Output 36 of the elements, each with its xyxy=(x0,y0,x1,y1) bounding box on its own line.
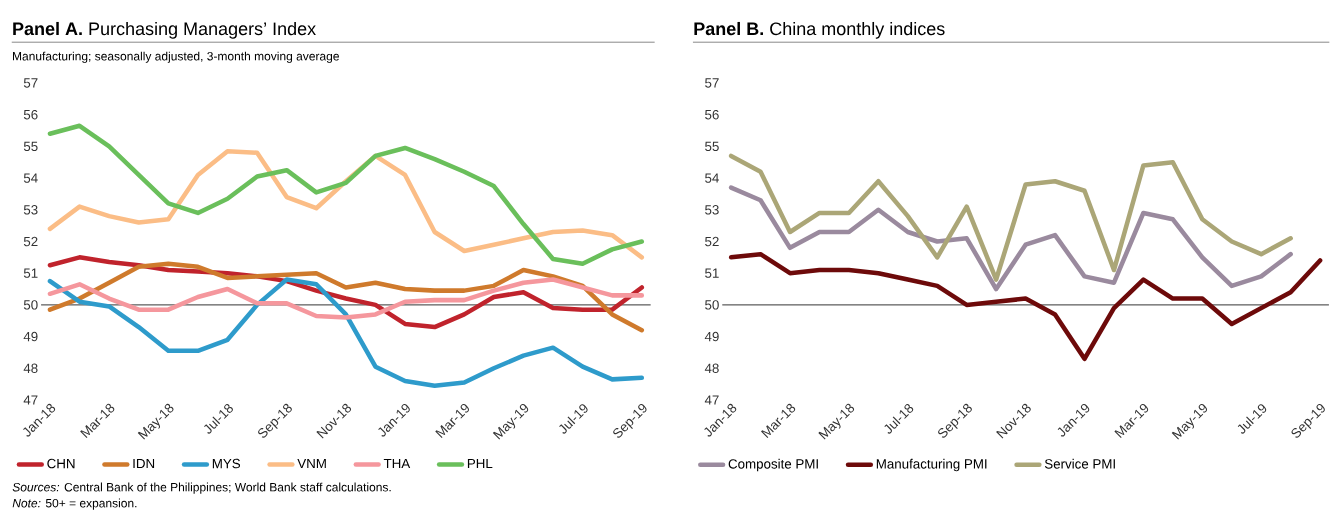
y-tick-label: 50 xyxy=(705,300,719,310)
legend-label: IDN xyxy=(133,458,155,469)
legend-label: VNM xyxy=(297,458,326,469)
y-tick-label: 56 xyxy=(23,109,38,120)
y-tick-label: 51 xyxy=(23,268,38,278)
y-tick-label: 53 xyxy=(23,205,38,215)
text: Sources: Central Bank of the Philippines; World Bank staff calculations. xyxy=(12,482,391,494)
y-tick-label: 47 xyxy=(704,395,719,405)
chart-title: Panel A. Purchasing Managers’ Index xyxy=(13,21,316,39)
y-tick-label: 56 xyxy=(705,109,719,120)
legend-label: Manufacturing PMI xyxy=(876,458,987,472)
y-tick-label: 47 xyxy=(23,395,38,405)
y-tick-label: 48 xyxy=(23,363,38,373)
legend-label: Service PMI xyxy=(1044,458,1115,469)
y-tick-label: 55 xyxy=(23,141,38,152)
legend-label: CHN xyxy=(47,458,75,469)
y-tick-label: 57 xyxy=(23,78,38,88)
y-tick-label: 48 xyxy=(704,363,719,373)
text: Note: 50+ = expansion. xyxy=(12,498,137,510)
y-tick-label: 49 xyxy=(23,331,38,342)
chart-title: Panel B. China monthly indices xyxy=(694,21,945,39)
legend-label: THA xyxy=(383,458,411,469)
y-tick-label: 54 xyxy=(705,173,719,183)
y-tick-label: 53 xyxy=(705,205,719,215)
y-tick-label: 57 xyxy=(705,78,719,88)
y-tick-label: 52 xyxy=(705,236,719,247)
chart-subtitle: Manufacturing; seasonally adjusted, 3-month moving average xyxy=(13,51,339,63)
y-tick-label: 54 xyxy=(23,173,38,183)
y-tick-label: 52 xyxy=(23,236,38,247)
legend-label: Composite PMI xyxy=(728,458,818,472)
y-tick-label: 50 xyxy=(23,300,38,310)
legend-label: MYS xyxy=(212,458,241,469)
y-tick-label: 51 xyxy=(705,268,719,278)
legend-label: PHL xyxy=(467,458,493,469)
y-tick-label: 55 xyxy=(705,141,719,152)
y-tick-label: 49 xyxy=(704,331,719,342)
